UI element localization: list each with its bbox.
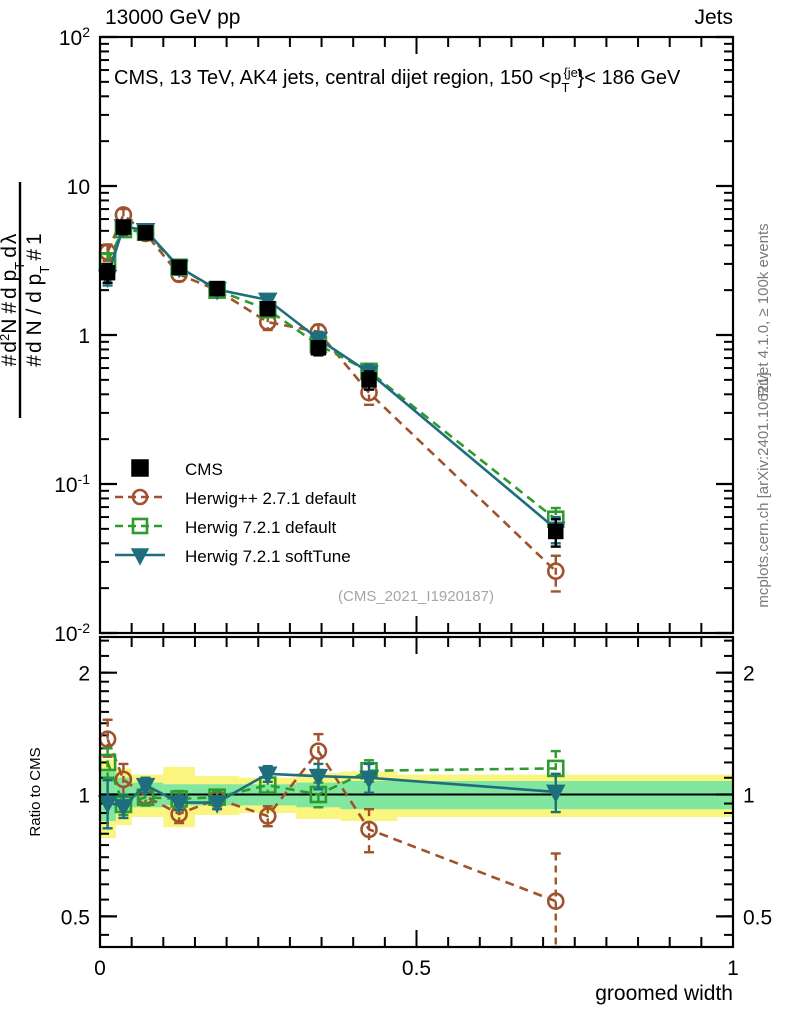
main-data-series xyxy=(97,206,566,593)
rivet-version-label: Rivet 4.1.0, ≥ 100k events xyxy=(755,223,772,396)
header-left-label: 13000 GeV pp xyxy=(105,6,240,29)
data-point-marker xyxy=(171,259,187,275)
data-point-marker xyxy=(131,517,149,535)
legend-label: Herwig++ 2.7.1 default xyxy=(185,489,356,508)
data-point-marker xyxy=(207,795,227,814)
ratio-y-tick-label: 2 xyxy=(78,663,90,686)
plot-title-part2: }< 186 GeV xyxy=(578,67,682,89)
ratio-series-herwig-7-2-1-softtune xyxy=(97,762,566,830)
plot-title-sup: {jet xyxy=(563,65,581,80)
data-point-marker xyxy=(258,807,277,825)
main-panel: CMS, 13 TeV, AK4 jets, central dijet reg… xyxy=(54,24,735,646)
data-point-marker xyxy=(114,770,133,789)
x-tick-label: 1 xyxy=(727,957,739,980)
ratio-y-ticks-right: 210.5 xyxy=(716,639,772,936)
data-point-marker xyxy=(361,372,377,388)
x-axis-label: groomed width xyxy=(595,982,733,1005)
data-point-marker xyxy=(99,264,116,281)
data-point-marker xyxy=(359,770,379,789)
plot-title: CMS, 13 TeV, AK4 jets, central dijet reg… xyxy=(114,65,681,95)
ratio-y-tick-label-right: 0.5 xyxy=(743,906,772,929)
main-y-tick-label: 10 xyxy=(67,176,90,199)
ratio-data-series xyxy=(97,718,566,949)
main-plot-background xyxy=(100,37,733,633)
data-point-marker xyxy=(209,280,225,297)
data-point-marker xyxy=(137,225,154,241)
ratio-series-line xyxy=(106,738,557,903)
legend-item-herwig-7-2-1-softtune[interactable]: Herwig 7.2.1 softTune xyxy=(115,547,351,566)
x-tick-label: 0.5 xyxy=(402,957,431,980)
legend-label: Herwig 7.2.1 default xyxy=(185,518,336,537)
header-right-label: Jets xyxy=(694,6,733,29)
main-plot-frame xyxy=(98,35,735,635)
main-y-tick-label: 102 xyxy=(59,24,90,50)
data-point-marker xyxy=(130,548,150,566)
ratio-y-tick-label: 1 xyxy=(78,785,90,808)
x-tick-label: 0 xyxy=(94,957,106,980)
data-point-marker xyxy=(257,766,278,785)
data-point-marker xyxy=(131,459,149,477)
plot-title-part1: CMS, 13 TeV, AK4 jets, central dijet reg… xyxy=(114,67,562,89)
analysis-id-watermark: (CMS_2021_I1920187) xyxy=(338,588,494,605)
main-y-ticks: 102 10 1 10-1 10-2 xyxy=(54,24,733,646)
legend: CMS Herwig++ 2.7.1 default Herwig 7.2.1 de… xyxy=(115,459,356,566)
y-axis-denominator: #d N / d pT#1 xyxy=(23,233,52,366)
data-point-marker xyxy=(309,742,328,760)
data-point-marker xyxy=(546,562,565,580)
main-y-tick-label: 1 xyxy=(78,325,90,348)
legend-item-cms[interactable]: CMS xyxy=(131,459,223,479)
ratio-panel: 210.5 210.5 xyxy=(61,635,772,949)
y-axis-label-main: #d2N#d pTdλ #d N / d pT#1 xyxy=(0,182,52,418)
ratio-plot-frame xyxy=(98,635,735,949)
main-y-tick-label: 10-2 xyxy=(54,620,90,646)
x-tick-labels: 0 0.5 1 xyxy=(94,957,739,980)
ratio-y-tick-label-right: 1 xyxy=(743,785,755,808)
data-point-marker xyxy=(548,523,564,540)
data-point-marker xyxy=(113,799,134,818)
data-point-marker xyxy=(546,784,566,803)
data-point-marker xyxy=(310,340,327,356)
ratio-y-tick-label-right: 2 xyxy=(743,663,755,686)
data-point-marker xyxy=(259,301,276,317)
data-point-marker xyxy=(135,777,156,797)
ratio-y-tick-label: 0.5 xyxy=(61,906,90,929)
legend-item-herwig-2-7-1-default[interactable]: Herwig++ 2.7.1 default xyxy=(115,488,356,508)
data-point-marker xyxy=(360,820,378,839)
legend-item-herwig-7-2-1-default[interactable]: Herwig 7.2.1 default xyxy=(115,517,336,537)
data-point-marker xyxy=(131,488,149,506)
data-point-marker xyxy=(97,795,118,814)
series-cms xyxy=(99,219,564,548)
legend-label: CMS xyxy=(185,460,223,479)
mcplots-ref-label: mcplots.cern.ch [arXiv:2401.10621] xyxy=(755,372,772,607)
y-axis-numerator: #d2N#d pTdλ xyxy=(0,233,27,366)
side-annotations: Rivet 4.1.0, ≥ 100k events mcplots.cern.… xyxy=(755,223,772,607)
data-point-marker xyxy=(115,219,132,235)
ratio-axis-label: Ratio to CMS xyxy=(27,747,44,836)
plot-title-sub: T xyxy=(562,80,570,95)
legend-label: Herwig 7.2.1 softTune xyxy=(185,547,351,566)
main-y-tick-label: 10-1 xyxy=(54,471,90,497)
data-point-marker xyxy=(546,892,565,911)
data-point-marker xyxy=(308,768,329,788)
data-point-marker xyxy=(169,795,189,814)
